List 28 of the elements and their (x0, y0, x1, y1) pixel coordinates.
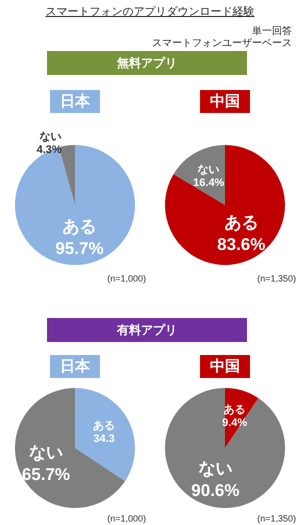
text: 有料アプリ (47, 318, 247, 342)
data-label: 34.3 (93, 432, 115, 445)
text: (n=1,000) (107, 514, 146, 524)
slice-label: ない (198, 459, 232, 478)
data-label: 83.6% (217, 235, 266, 254)
text: 無料アプリ (47, 51, 247, 75)
data-label: 9.4% (222, 416, 248, 429)
slice-label: ある (224, 404, 246, 416)
slice-label: ない (198, 164, 220, 176)
slice-label: ある (62, 217, 96, 236)
text: 単一回答 (252, 25, 292, 38)
text: (n=1,350) (257, 274, 296, 284)
slice-label: ある (224, 213, 258, 232)
slice-label: ない (40, 131, 62, 144)
data-label: 90.6% (191, 481, 240, 500)
text: (n=1,350) (257, 514, 296, 524)
text: (n=1,000) (107, 274, 146, 284)
text: スマートフォンユーザーベース (152, 37, 292, 50)
chart-title: 中国 (210, 93, 240, 110)
chart-title: 中国 (210, 358, 240, 375)
data-label: 16.4% (193, 176, 225, 189)
chart-title: 日本 (60, 93, 91, 110)
chart-title: 日本 (60, 358, 91, 375)
data-label: 65.7% (22, 465, 70, 484)
text: スマートフォンのアプリダウンロード経験 (44, 4, 256, 19)
data-label: 95.7% (55, 239, 104, 258)
slice-label: ない (28, 443, 63, 462)
slice-label: ある (93, 420, 116, 432)
